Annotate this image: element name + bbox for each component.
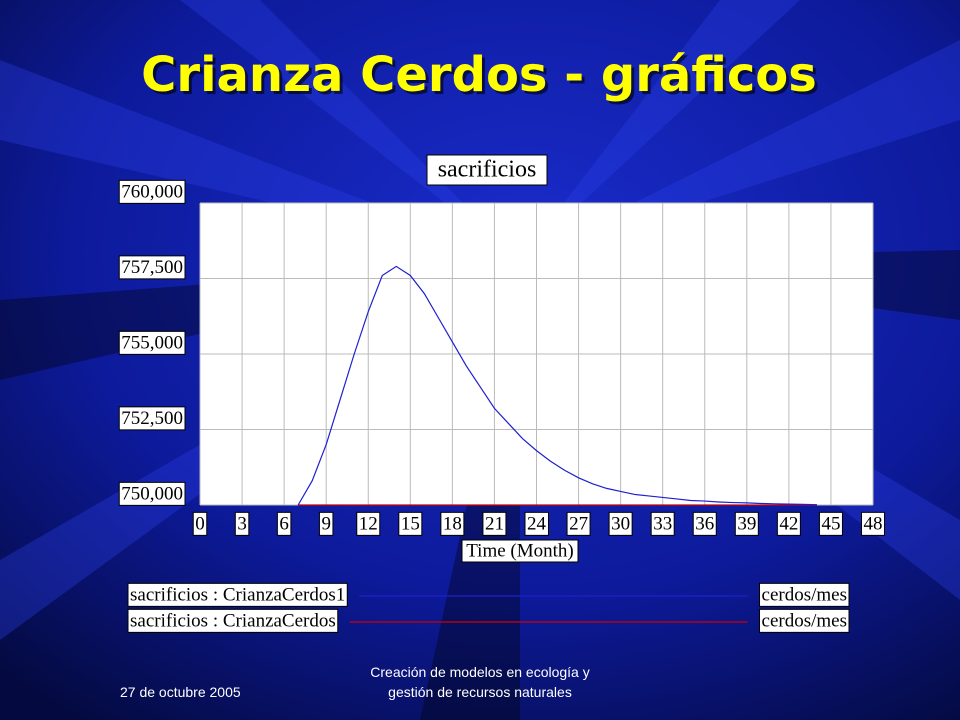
x-tick-label: 12 — [359, 513, 378, 534]
x-tick-label: 27 — [569, 513, 588, 534]
x-tick-label-box — [692, 511, 717, 536]
x-tick-label: 48 — [864, 513, 883, 534]
x-tick-label-box — [318, 511, 334, 536]
y-tick-label-box — [118, 255, 186, 280]
x-tick-label-box — [192, 511, 208, 536]
x-tick-label-box — [650, 511, 675, 536]
y-tick-label: 760,000 — [121, 181, 183, 202]
legend-units: cerdos/mes — [762, 610, 847, 631]
y-tick-label: 757,500 — [121, 257, 183, 278]
x-tick-label: 45 — [821, 513, 840, 534]
x-tick-label-box — [566, 511, 591, 536]
x-tick-label: 39 — [737, 513, 756, 534]
y-tick-label-box — [118, 330, 186, 355]
x-tick-label: 18 — [443, 513, 462, 534]
x-tick-label: 9 — [321, 513, 331, 534]
x-tick-label: 21 — [485, 513, 504, 534]
slide-title-shadow: Crianza Cerdos - gráficos — [144, 50, 820, 106]
y-tick-label-box — [118, 406, 186, 431]
x-tick-label: 15 — [401, 513, 420, 534]
legend-label-box — [127, 608, 339, 633]
legend-label: sacrificios : CrianzaCerdos — [130, 610, 336, 631]
y-tick-label: 752,500 — [121, 408, 183, 429]
footer-date: 27 de octubre 2005 — [120, 684, 241, 700]
x-tick-label: 30 — [611, 513, 630, 534]
line-series — [297, 265, 817, 506]
x-tick-label-box — [818, 511, 843, 536]
y-tick-label: 755,000 — [121, 332, 183, 353]
x-tick-label-box — [734, 511, 759, 536]
x-tick-label: 33 — [653, 513, 672, 534]
y-tick-label: 750,000 — [121, 483, 183, 504]
chart-title: sacrificios — [438, 157, 537, 183]
x-tick-label: 0 — [195, 513, 205, 534]
x-tick-label-box — [776, 511, 801, 536]
x-tick-label: 3 — [237, 513, 247, 534]
legend-label: sacrificios : CrianzaCerdos1 — [130, 584, 345, 605]
y-tick-label-box — [118, 481, 186, 506]
y-tick-label-box — [118, 179, 186, 204]
legend-units: cerdos/mes — [762, 584, 847, 605]
x-tick-label-box — [276, 511, 292, 536]
x-tick-label: 6 — [279, 513, 289, 534]
legend-units-box — [759, 582, 850, 607]
x-tick-label: 36 — [695, 513, 714, 534]
x-tick-label: 42 — [779, 513, 798, 534]
legend-label-box — [127, 582, 348, 607]
footer-center: gestión de recursos naturales — [388, 684, 572, 700]
x-axis-label: Time (Month) — [466, 540, 574, 561]
x-tick-label-box — [398, 511, 423, 536]
x-label-box — [461, 539, 579, 563]
footer-center: Creación de modelos en ecología y — [370, 664, 589, 680]
x-tick-label-box — [482, 511, 507, 536]
x-tick-label-box — [440, 511, 465, 536]
x-tick-label-box — [524, 511, 549, 536]
chart-title-box — [426, 154, 548, 186]
legend-units-box — [759, 608, 850, 633]
x-tick-label-box — [356, 511, 381, 536]
slide-title: Crianza Cerdos - gráficos — [141, 47, 817, 103]
x-tick-label-box — [234, 511, 250, 536]
x-tick-label: 24 — [527, 513, 547, 534]
x-tick-label-box — [861, 511, 885, 536]
x-tick-label-box — [608, 511, 633, 536]
